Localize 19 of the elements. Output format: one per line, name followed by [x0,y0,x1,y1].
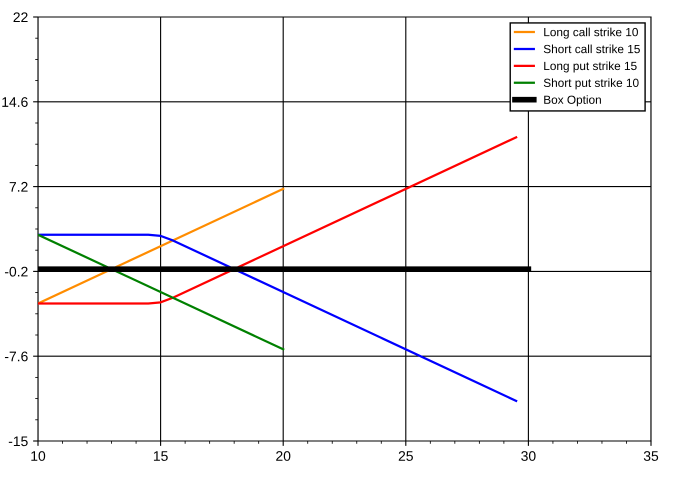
x-tick-label: 10 [31,451,46,461]
y-tick-label: 14.6 [2,97,28,107]
x-tick-label: 35 [644,451,658,461]
legend-label: Box Option [544,95,601,106]
y-tick-label: -7.6 [4,352,28,362]
x-tick-label: 20 [276,451,290,461]
y-tick-label: 22 [14,12,28,22]
y-tick-label: -0.2 [4,266,28,277]
legend-label: Long put strike 15 [544,61,637,72]
line-series [38,136,518,305]
x-tick-label: 30 [521,451,536,461]
x-tick-label: 25 [398,451,413,461]
legend-label: Short put strike 10 [544,78,639,90]
line-series [38,234,518,402]
y-tick-label: 7.2 [10,182,28,192]
legend-label: Short call strike 15 [544,44,640,54]
legend-label: Long call strike 10 [544,28,638,39]
x-tick-label: 15 [154,451,168,461]
y-tick-label: -15 [8,436,28,446]
